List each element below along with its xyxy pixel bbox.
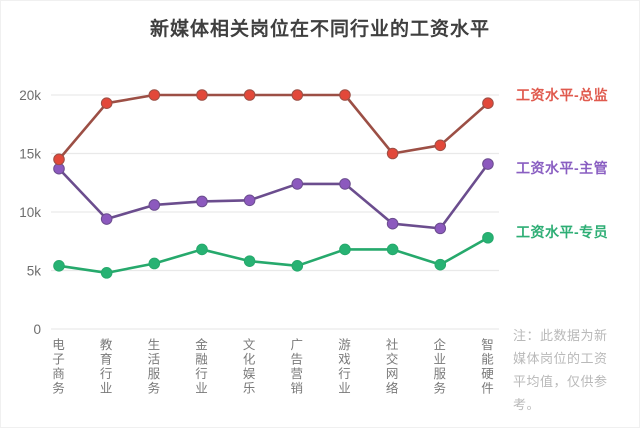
data-point-specialist <box>434 258 447 271</box>
x-axis-category-label: 生活服务 <box>145 338 160 396</box>
data-point-director <box>291 89 304 101</box>
data-point-director <box>53 153 65 166</box>
data-point-supervisor <box>291 178 304 190</box>
x-axis-category-label: 电子商务 <box>50 338 64 396</box>
data-point-supervisor <box>339 178 351 190</box>
data-point-supervisor <box>100 213 113 225</box>
legend-item-director: 工资水平-总监 <box>516 87 609 103</box>
data-point-director <box>386 147 399 160</box>
data-point-supervisor <box>243 194 256 207</box>
data-point-supervisor <box>148 199 161 211</box>
data-point-supervisor <box>386 217 399 230</box>
data-point-specialist <box>53 260 65 272</box>
data-point-director <box>100 97 113 109</box>
data-point-specialist <box>386 243 399 256</box>
chart-title: 新媒体相关岗位在不同行业的工资水平 <box>149 19 490 40</box>
data-point-specialist <box>148 257 161 270</box>
data-point-specialist <box>291 260 304 272</box>
y-axis-tick-label: 10k <box>19 205 41 220</box>
data-point-director <box>482 97 494 109</box>
x-axis-category-label: 教育行业 <box>97 338 112 396</box>
x-axis-category-label: 广告营销 <box>288 338 303 396</box>
x-axis-category-label: 游戏行业 <box>335 338 350 396</box>
data-point-supervisor <box>434 222 447 235</box>
y-axis-tick-label: 15k <box>19 147 41 162</box>
data-point-specialist <box>482 231 494 244</box>
x-axis-category-label: 企业服务 <box>431 338 446 396</box>
data-point-supervisor <box>482 158 494 170</box>
x-axis-category-label: 社交网络 <box>383 338 398 396</box>
y-axis-tick-label: 20k <box>19 88 41 103</box>
data-point-director <box>339 89 351 101</box>
data-point-director <box>434 139 447 152</box>
x-axis-category-label: 金融行业 <box>192 338 207 396</box>
x-axis-category-label: 智能硬件 <box>478 338 493 396</box>
y-axis-tick-label: 5k <box>27 264 42 279</box>
data-point-specialist <box>243 255 256 267</box>
y-axis-tick-label: 0 <box>33 322 41 337</box>
data-point-specialist <box>196 243 208 256</box>
data-point-specialist <box>100 267 113 279</box>
series-line-specialist <box>57 236 490 275</box>
legend-item-supervisor: 工资水平-主管 <box>516 160 609 176</box>
legend-item-specialist: 工资水平-专员 <box>516 224 609 240</box>
data-point-director <box>196 89 208 101</box>
footnote: 注：此数据为新媒体岗位的工资平均值，仅供参考。 <box>513 328 608 412</box>
series-line-director <box>57 93 490 161</box>
x-axis-category-label: 文化娱乐 <box>240 338 255 396</box>
data-point-director <box>243 89 256 101</box>
data-point-specialist <box>339 243 351 256</box>
data-point-supervisor <box>196 195 208 208</box>
series-line-supervisor <box>57 162 490 230</box>
data-point-director <box>148 89 161 101</box>
